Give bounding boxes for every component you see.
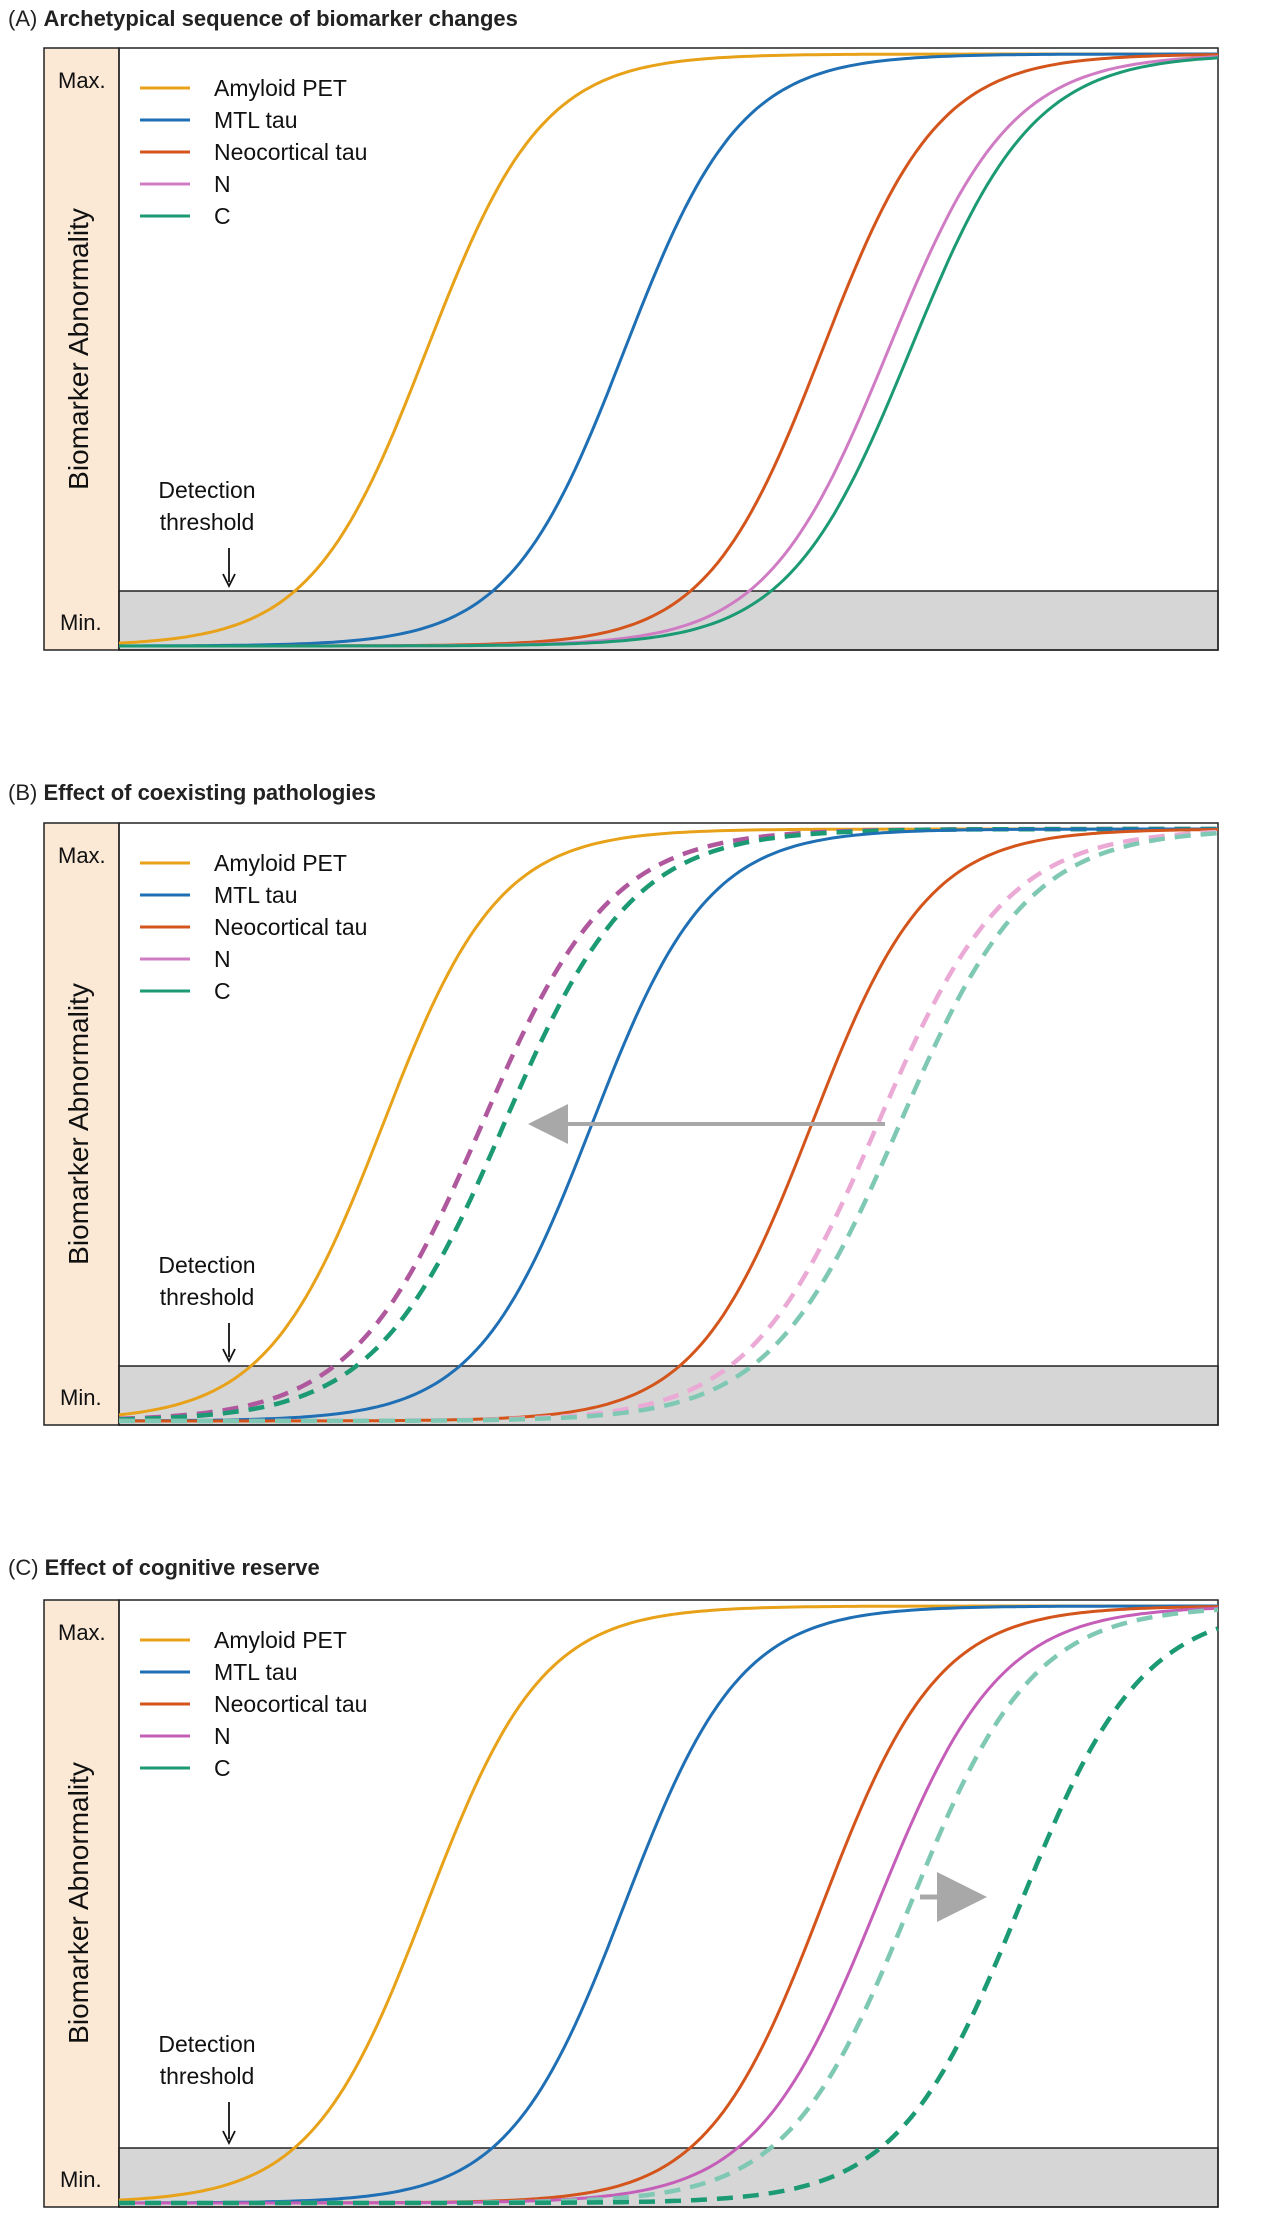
series-line-mtl-tau — [119, 1604, 1218, 2205]
legend: Amyloid PET MTL tau Neocortical tau N C — [140, 1627, 367, 1781]
series-line-c-delayed — [119, 1626, 1219, 2206]
ylabel-band — [43, 47, 120, 651]
legend-label-mtl-tau: MTL tau — [214, 882, 298, 908]
y-min-label: Min. — [60, 610, 102, 635]
threshold-label-line1: Detection — [158, 2031, 255, 2057]
y-max-label: Max. — [58, 843, 106, 868]
threshold-label-line2: threshold — [160, 509, 255, 535]
series-line-c — [119, 830, 1219, 1424]
threshold-arrow — [222, 548, 236, 589]
legend-label-c: C — [214, 203, 231, 229]
panel-b-title: (B) Effect of coexisting pathologies — [8, 780, 376, 805]
threshold-label-line1: Detection — [158, 1252, 255, 1278]
plot-frame — [118, 47, 1219, 651]
legend-label-n: N — [214, 1723, 231, 1749]
panel-c-title: (C) Effect of cognitive reserve — [8, 1555, 320, 1580]
series-line-n-shifted-earlier — [118, 826, 1218, 1422]
threshold-arrow — [222, 2102, 236, 2146]
panel-a: (A) Archetypical sequence of biomarker c… — [8, 6, 1219, 651]
panel-a-title: (A) Archetypical sequence of biomarker c… — [8, 6, 518, 31]
panel-c: (C) Effect of cognitive reserve Max. Min… — [8, 1555, 1219, 2208]
legend-label-mtl-tau: MTL tau — [214, 1659, 298, 1685]
series-line-c-shifted-earlier — [118, 826, 1218, 1422]
series-line-c — [119, 56, 1219, 648]
legend: Amyloid PET MTL tau Neocortical tau N C — [140, 75, 367, 229]
y-min-label: Min. — [60, 1385, 102, 1410]
plot-frame — [118, 822, 1219, 1426]
y-axis-label: Biomarker Abnormality — [63, 208, 94, 490]
panel-b: (B) Effect of coexisting pathologies Max… — [8, 780, 1219, 1426]
series-line-mtl-tau — [119, 52, 1218, 648]
threshold-arrow — [222, 1323, 236, 1364]
series-line-mtl-tau — [119, 827, 1218, 1423]
y-max-label: Max. — [58, 68, 106, 93]
y-axis-label: Biomarker Abnormality — [63, 1762, 94, 2044]
threshold-label-line2: threshold — [160, 2063, 255, 2089]
y-min-label: Min. — [60, 2167, 102, 2192]
legend-label-mtl-tau: MTL tau — [214, 107, 298, 133]
curves — [118, 1604, 1219, 2206]
y-axis-label: Biomarker Abnormality — [63, 983, 94, 1265]
legend-label-c: C — [214, 1755, 231, 1781]
curves — [118, 52, 1219, 648]
legend: Amyloid PET MTL tau Neocortical tau N C — [140, 850, 367, 1004]
y-max-label: Max. — [58, 1620, 106, 1645]
detection-zone — [118, 2147, 1219, 2208]
legend-label-amyloid: Amyloid PET — [214, 850, 347, 876]
legend-label-neocortical-tau: Neocortical tau — [214, 914, 367, 940]
plot-frame — [118, 1599, 1219, 2208]
legend-label-neocortical-tau: Neocortical tau — [214, 1691, 367, 1717]
legend-label-n: N — [214, 171, 231, 197]
curves — [118, 826, 1219, 1424]
threshold-label-line2: threshold — [160, 1284, 255, 1310]
legend-label-c: C — [214, 978, 231, 1004]
threshold-label-line1: Detection — [158, 477, 255, 503]
legend-label-amyloid: Amyloid PET — [214, 75, 347, 101]
legend-label-n: N — [214, 946, 231, 972]
legend-label-neocortical-tau: Neocortical tau — [214, 139, 367, 165]
detection-zone — [118, 590, 1219, 651]
ylabel-band — [43, 1599, 120, 2208]
legend-label-amyloid: Amyloid PET — [214, 1627, 347, 1653]
